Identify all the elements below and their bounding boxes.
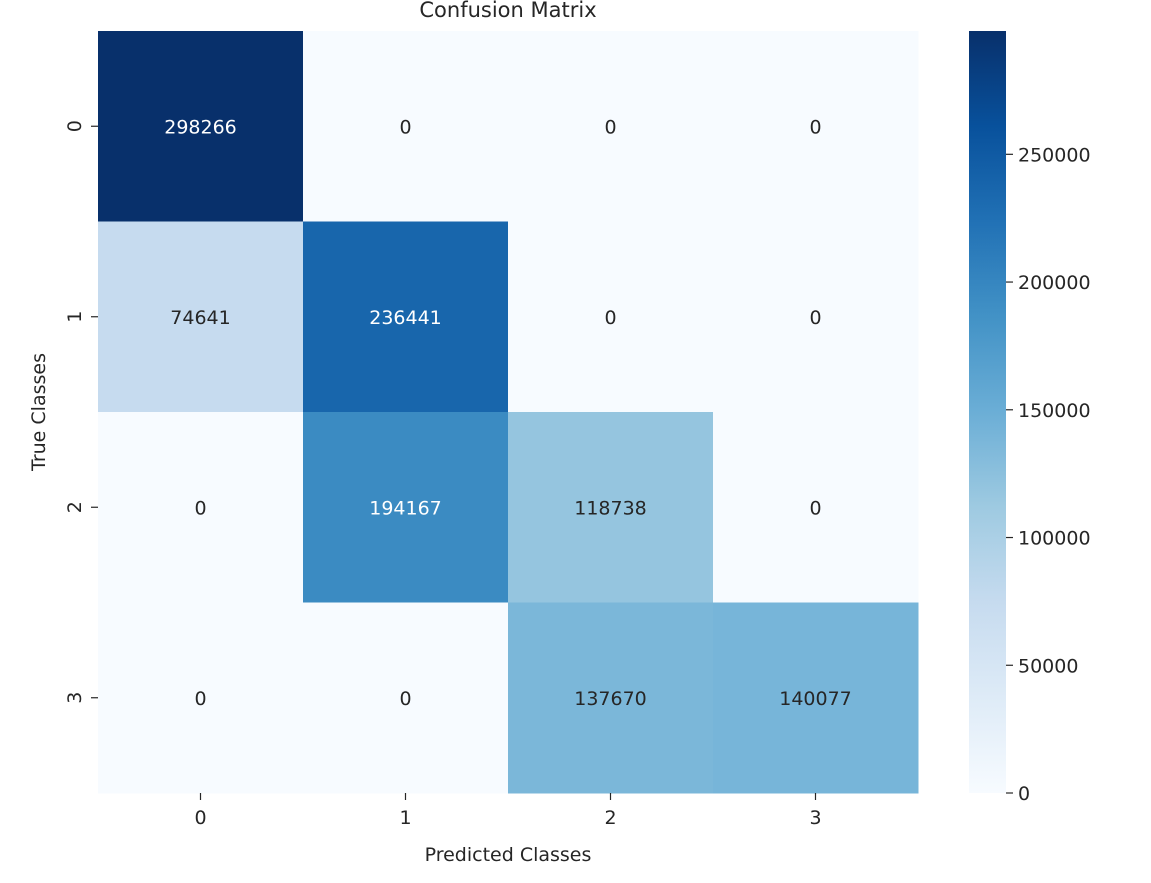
cell-value-label: 0 xyxy=(194,688,206,710)
y-tick-label: 1 xyxy=(64,311,86,323)
heatmap-cell xyxy=(508,221,714,413)
colorbar-gradient xyxy=(969,31,1006,793)
cell-value-label: 74641 xyxy=(170,307,230,329)
heatmap-cell xyxy=(713,602,919,794)
cell-value-label: 118738 xyxy=(574,497,647,519)
x-tick-label: 2 xyxy=(604,807,616,829)
cell-value-label: 0 xyxy=(399,116,411,138)
y-axis-label: True Classes xyxy=(28,353,50,472)
cell-value-label: 0 xyxy=(194,497,206,519)
heatmap-cell xyxy=(98,221,304,413)
heatmap-cell xyxy=(508,412,714,603)
y-tick-label: 2 xyxy=(64,501,86,513)
x-tick-label: 3 xyxy=(809,807,821,829)
cell-value-label: 236441 xyxy=(369,307,442,329)
heatmap-cell xyxy=(508,31,714,222)
cell-value-label: 0 xyxy=(809,497,821,519)
y-tick-label: 0 xyxy=(64,120,86,132)
cell-value-label: 298266 xyxy=(164,116,237,138)
colorbar: 0 50000 100000 150000 200000 250000 xyxy=(969,31,1091,805)
heatmap-cell xyxy=(303,602,509,794)
heatmap-cell xyxy=(98,602,304,794)
x-axis: 0 1 2 3 xyxy=(194,793,822,829)
heatmap-cell xyxy=(303,412,509,603)
heatmap-cell-labels: 298266 0 0 0 74641 236441 0 0 0 194167 118738 0 0 0 13… xyxy=(164,116,852,710)
cell-value-label: 0 xyxy=(399,688,411,710)
y-tick-label: 3 xyxy=(64,692,86,704)
heatmap-cell xyxy=(713,221,919,413)
x-tick-label: 1 xyxy=(399,807,411,829)
colorbar-tick-label: 150000 xyxy=(1018,400,1091,422)
colorbar-tick-label: 250000 xyxy=(1018,144,1091,166)
x-tick-label: 0 xyxy=(194,807,206,829)
chart-title: Confusion Matrix xyxy=(419,0,596,22)
cell-value-label: 0 xyxy=(604,307,616,329)
heatmap-cell xyxy=(303,221,509,413)
cell-value-label: 0 xyxy=(809,307,821,329)
heatmap-cells xyxy=(98,31,919,794)
cell-value-label: 0 xyxy=(604,116,616,138)
cell-value-label: 0 xyxy=(809,116,821,138)
cell-value-label: 194167 xyxy=(369,497,442,519)
colorbar-tick-label: 0 xyxy=(1018,783,1030,805)
heatmap-cell xyxy=(713,412,919,603)
heatmap-cell xyxy=(303,31,509,222)
cell-value-label: 137670 xyxy=(574,688,647,710)
heatmap-cell xyxy=(98,31,304,222)
colorbar-tick-label: 50000 xyxy=(1018,655,1078,677)
colorbar-tick-label: 200000 xyxy=(1018,272,1091,294)
heatmap-cell xyxy=(713,31,919,222)
heatmap-cell xyxy=(508,602,714,794)
cell-value-label: 140077 xyxy=(779,688,852,710)
colorbar-tick-label: 100000 xyxy=(1018,528,1091,550)
x-axis-label: Predicted Classes xyxy=(425,844,592,866)
heatmap-cell xyxy=(98,412,304,603)
y-axis: 0 1 2 3 xyxy=(64,120,98,704)
